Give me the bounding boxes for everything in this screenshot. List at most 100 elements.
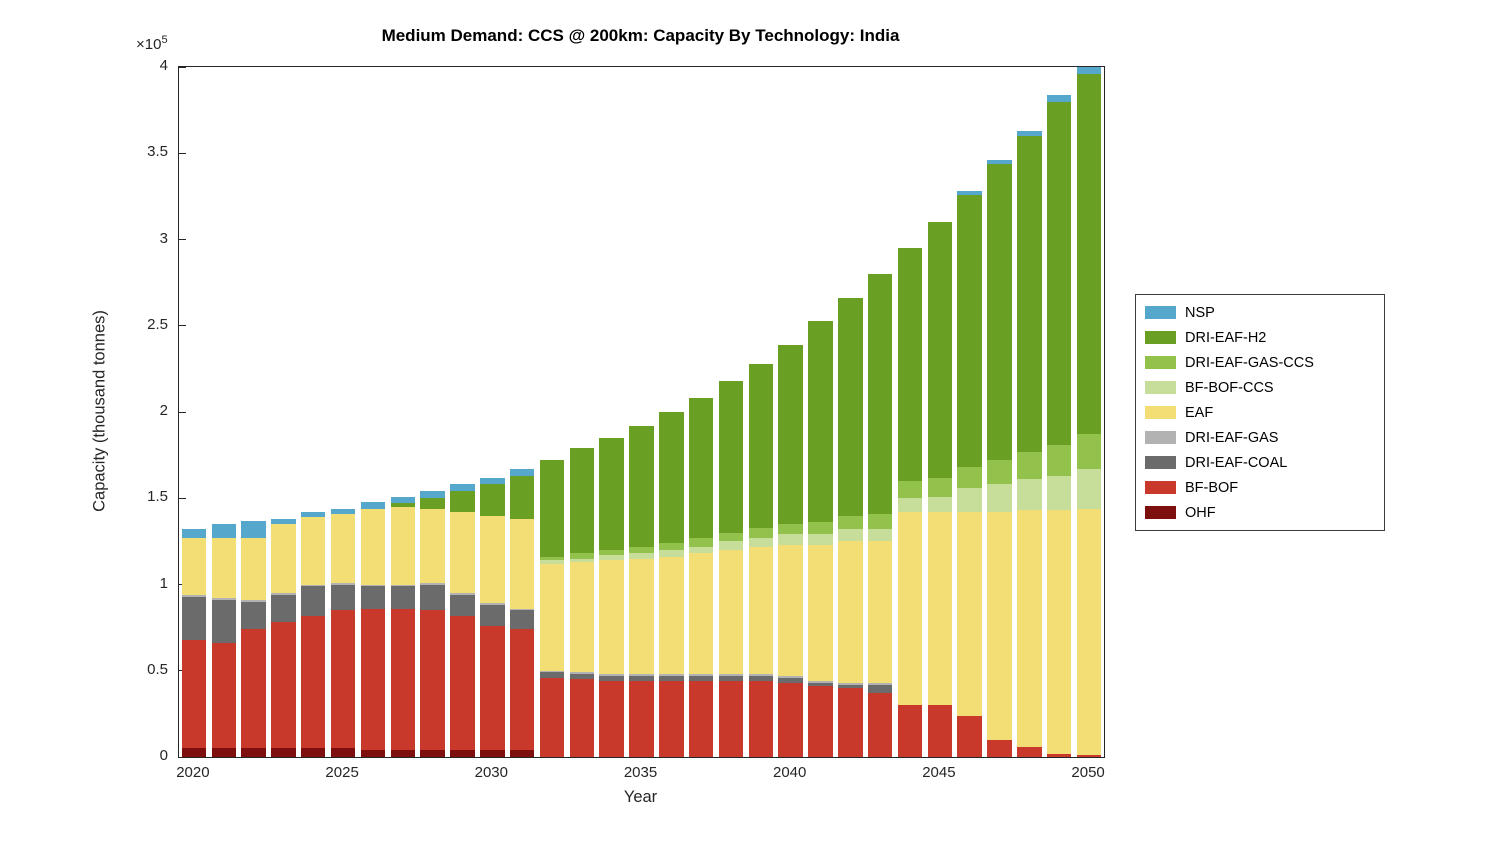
y-axis-tick bbox=[179, 325, 186, 327]
bar-segment-bf-bof-ccs bbox=[838, 529, 863, 542]
legend-row: DRI-EAF-GAS bbox=[1136, 425, 1384, 450]
bar-segment-nsp bbox=[1017, 130, 1042, 136]
bar-segment-nsp bbox=[1047, 94, 1072, 102]
y-axis-exponent: ×105 bbox=[136, 34, 168, 53]
bar-segment-bf-bof bbox=[927, 705, 953, 757]
bar-segment-bf-bof-ccs bbox=[867, 529, 893, 542]
bar-segment-dri-eaf-gas-ccs bbox=[569, 553, 595, 559]
bar-segment-ohf bbox=[301, 748, 326, 757]
bar-segment-dri-eaf-gas bbox=[659, 674, 684, 676]
bar-segment-bf-bof-ccs bbox=[659, 550, 684, 557]
bar-segment-dri-eaf-h2 bbox=[808, 320, 833, 523]
bar-segment-dri-eaf-coal bbox=[301, 586, 326, 616]
x-tick-label: 2020 bbox=[176, 764, 210, 781]
bar-segment-dri-eaf-h2 bbox=[838, 298, 863, 516]
bar-segment-dri-eaf-coal bbox=[271, 594, 296, 623]
bar-segment-eaf bbox=[569, 562, 595, 673]
bar-segment-bf-bof bbox=[748, 681, 774, 757]
bar-segment-dri-eaf-coal bbox=[659, 675, 684, 682]
bar-segment-dri-eaf-gas bbox=[629, 674, 654, 676]
bar-segment-ohf bbox=[390, 750, 415, 757]
bar-segment-dri-eaf-h2 bbox=[1076, 73, 1102, 435]
bar-segment-dri-eaf-h2 bbox=[390, 503, 415, 507]
bar-segment-bf-bof bbox=[450, 615, 475, 751]
bar-segment-bf-bof bbox=[897, 705, 923, 757]
bar-segment-bf-bof bbox=[241, 629, 266, 749]
bar-segment-dri-eaf-gas bbox=[360, 584, 386, 587]
bar-segment-bf-bof-ccs bbox=[778, 534, 803, 545]
bar-segment-dri-eaf-coal bbox=[390, 586, 415, 609]
legend-label: NSP bbox=[1185, 304, 1215, 321]
bar-segment-ohf bbox=[181, 748, 207, 757]
bar-segment-bf-bof bbox=[1017, 746, 1042, 757]
bar-segment-eaf bbox=[420, 508, 445, 583]
bar-segment-dri-eaf-gas-ccs bbox=[1076, 434, 1102, 469]
bar-segment-dri-eaf-coal bbox=[241, 601, 266, 630]
bar-segment-bf-bof bbox=[211, 643, 236, 749]
bar-segment-dri-eaf-gas bbox=[181, 594, 207, 597]
bar-segment-dri-eaf-h2 bbox=[629, 425, 654, 547]
y-tick-label: 3.5 bbox=[147, 143, 168, 161]
bar-segment-dri-eaf-gas bbox=[330, 582, 356, 585]
bar-segment-dri-eaf-gas bbox=[718, 674, 744, 676]
bar-segment-dri-eaf-coal bbox=[718, 675, 744, 682]
bar-segment-dri-eaf-gas-ccs bbox=[629, 546, 654, 554]
legend-swatch bbox=[1145, 306, 1176, 319]
legend-swatch bbox=[1145, 331, 1176, 344]
bar-segment-dri-eaf-gas-ccs bbox=[957, 467, 982, 488]
legend-row: DRI-EAF-H2 bbox=[1136, 325, 1384, 350]
bar-segment-bf-bof bbox=[271, 622, 296, 749]
chart-title: Medium Demand: CCS @ 200km: Capacity By … bbox=[381, 26, 900, 45]
bar-segment-dri-eaf-gas bbox=[241, 600, 266, 602]
bar-segment-bf-bof bbox=[509, 629, 535, 751]
bar-segment-eaf bbox=[301, 517, 326, 585]
bar-segment-eaf bbox=[629, 558, 654, 675]
bar-segment-bf-bof bbox=[659, 681, 684, 757]
bar-segment-bf-bof bbox=[569, 679, 595, 757]
bar-segment-bf-bof-ccs bbox=[569, 558, 595, 563]
bar-segment-dri-eaf-coal bbox=[569, 674, 595, 680]
bar-segment-dri-eaf-coal bbox=[688, 675, 714, 682]
bar-segment-bf-bof bbox=[390, 608, 415, 751]
legend-label: DRI-EAF-GAS-CCS bbox=[1185, 354, 1314, 371]
bar-segment-ohf bbox=[360, 750, 386, 757]
bar-segment-dri-eaf-gas bbox=[599, 674, 624, 676]
bar-segment-dri-eaf-h2 bbox=[778, 344, 803, 525]
bar-segment-eaf bbox=[808, 544, 833, 682]
bar-segment-dri-eaf-coal bbox=[748, 675, 774, 682]
bar-segment-bf-bof-ccs bbox=[987, 484, 1012, 513]
bar-segment-dri-eaf-gas bbox=[420, 582, 445, 585]
y-axis-tick bbox=[179, 497, 186, 499]
bar-segment-bf-bof-ccs bbox=[688, 546, 714, 554]
bar-segment-dri-eaf-coal bbox=[838, 684, 863, 688]
y-tick-label: 1 bbox=[159, 574, 168, 592]
bar-segment-bf-bof bbox=[957, 715, 982, 757]
bar-segment-bf-bof bbox=[987, 739, 1012, 757]
bar-segment-bf-bof-ccs bbox=[957, 487, 982, 513]
bar-segment-eaf bbox=[330, 513, 356, 583]
bar-segment-eaf bbox=[659, 556, 684, 675]
y-axis-exponent-power: 5 bbox=[161, 34, 168, 46]
bar-segment-dri-eaf-coal bbox=[450, 594, 475, 616]
plot-area bbox=[178, 66, 1105, 758]
bar-segment-bf-bof bbox=[539, 677, 565, 757]
bar-segment-dri-eaf-h2 bbox=[987, 163, 1012, 461]
bar-segment-dri-eaf-coal bbox=[480, 605, 505, 626]
bar-segment-eaf bbox=[241, 537, 266, 601]
bar-segment-dri-eaf-h2 bbox=[599, 437, 624, 550]
bar-segment-dri-eaf-h2 bbox=[718, 380, 744, 533]
bar-segment-dri-eaf-gas-ccs bbox=[838, 515, 863, 530]
bar-segment-eaf bbox=[838, 541, 863, 683]
bar-segment-dri-eaf-gas bbox=[569, 672, 595, 675]
bar-segment-ohf bbox=[271, 748, 296, 757]
legend-row: OHF bbox=[1136, 500, 1384, 525]
bar-segment-eaf bbox=[927, 512, 953, 706]
bar-segment-ohf bbox=[509, 750, 535, 757]
bar-segment-nsp bbox=[1076, 67, 1102, 74]
bar-segment-nsp bbox=[360, 501, 386, 509]
legend-swatch bbox=[1145, 381, 1176, 394]
bar-segment-dri-eaf-h2 bbox=[688, 398, 714, 538]
bar-segment-dri-eaf-h2 bbox=[927, 222, 953, 478]
bar-segment-dri-eaf-gas bbox=[539, 670, 565, 673]
bar-segment-nsp bbox=[420, 491, 445, 499]
